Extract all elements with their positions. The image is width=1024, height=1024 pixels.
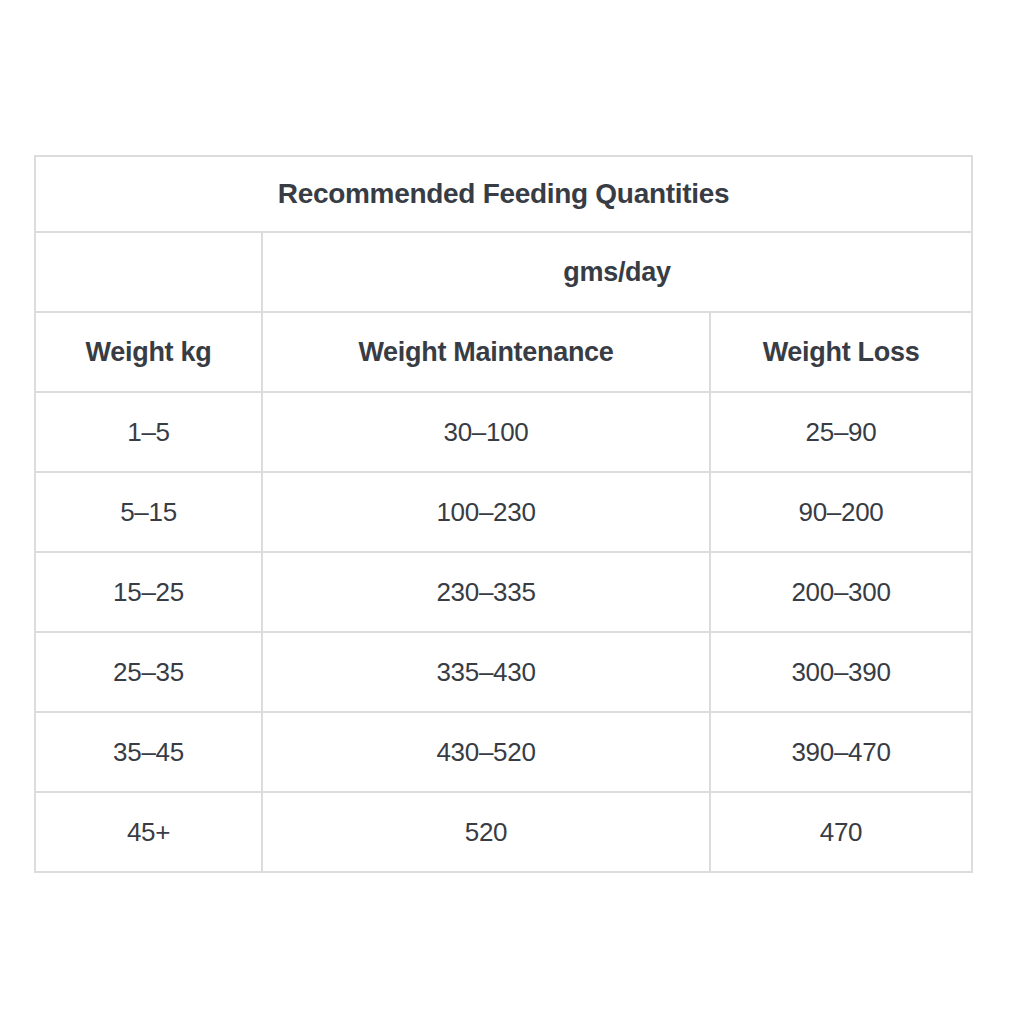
cell-weight-range: 15–25: [35, 552, 262, 632]
table-title-row: Recommended Feeding Quantities: [35, 156, 972, 232]
table-row: 1–5 30–100 25–90: [35, 392, 972, 472]
cell-maintenance: 520: [262, 792, 710, 872]
cell-loss: 200–300: [710, 552, 972, 632]
column-header-weight-kg: Weight kg: [35, 312, 262, 392]
unit-header-row: gms/day: [35, 232, 972, 312]
cell-maintenance: 335–430: [262, 632, 710, 712]
table-row: 5–15 100–230 90–200: [35, 472, 972, 552]
cell-weight-range: 1–5: [35, 392, 262, 472]
empty-cell: [35, 232, 262, 312]
cell-maintenance: 100–230: [262, 472, 710, 552]
table-row: 35–45 430–520 390–470: [35, 712, 972, 792]
cell-maintenance: 30–100: [262, 392, 710, 472]
table-title: Recommended Feeding Quantities: [35, 156, 972, 232]
cell-loss: 90–200: [710, 472, 972, 552]
table-row: 45+ 520 470: [35, 792, 972, 872]
cell-loss: 25–90: [710, 392, 972, 472]
cell-loss: 390–470: [710, 712, 972, 792]
feeding-table: Recommended Feeding Quantities gms/day W…: [34, 155, 973, 873]
table-row: 25–35 335–430 300–390: [35, 632, 972, 712]
cell-weight-range: 5–15: [35, 472, 262, 552]
column-header-row: Weight kg Weight Maintenance Weight Loss: [35, 312, 972, 392]
cell-weight-range: 35–45: [35, 712, 262, 792]
column-header-weight-loss: Weight Loss: [710, 312, 972, 392]
unit-header: gms/day: [262, 232, 972, 312]
cell-loss: 300–390: [710, 632, 972, 712]
column-header-weight-maintenance: Weight Maintenance: [262, 312, 710, 392]
cell-maintenance: 430–520: [262, 712, 710, 792]
cell-maintenance: 230–335: [262, 552, 710, 632]
cell-weight-range: 25–35: [35, 632, 262, 712]
table-row: 15–25 230–335 200–300: [35, 552, 972, 632]
cell-loss: 470: [710, 792, 972, 872]
cell-weight-range: 45+: [35, 792, 262, 872]
